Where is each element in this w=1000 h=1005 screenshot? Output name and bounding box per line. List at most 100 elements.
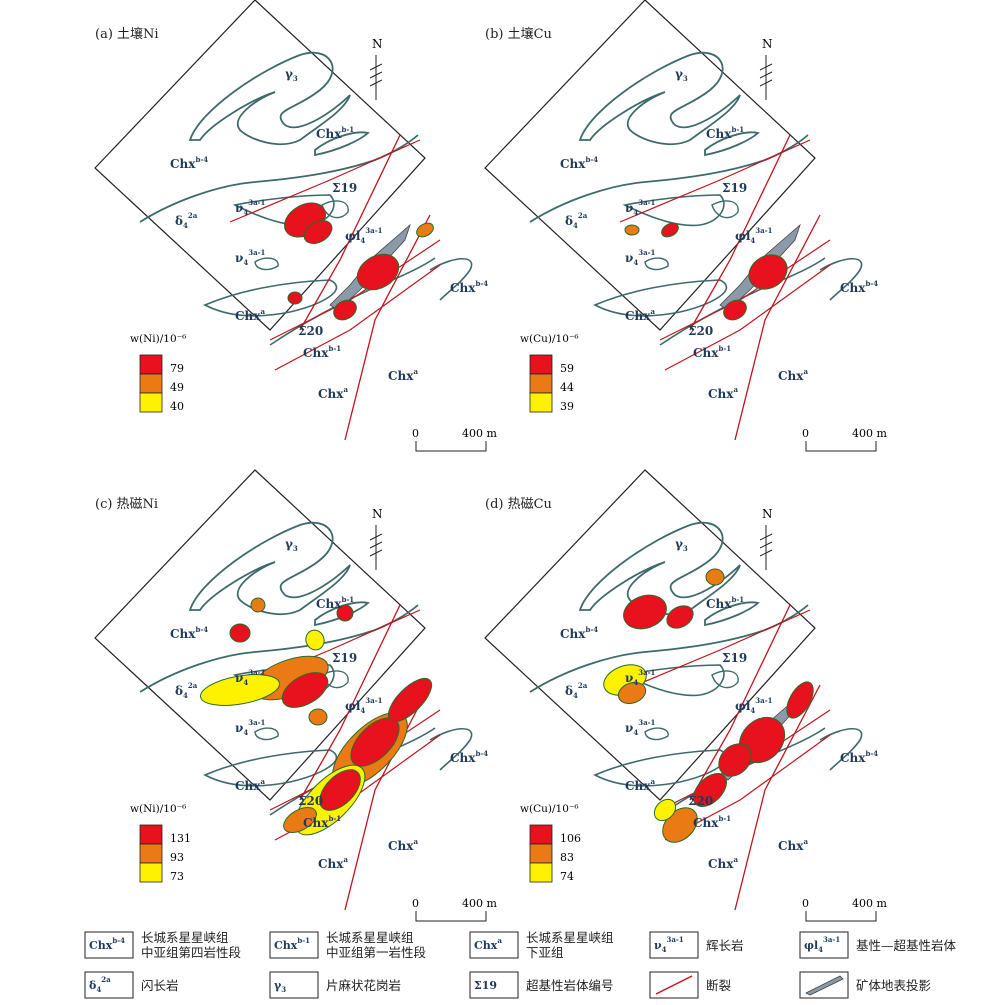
legend-title: w(Cu)/10⁻⁶	[520, 333, 579, 345]
label-chx-b1: Chxb-1	[706, 125, 744, 141]
label-delta: δ42a	[175, 681, 198, 700]
label-sigma20: Σ20	[298, 794, 323, 808]
key-box	[269, 931, 319, 959]
legend-swatch-low	[529, 392, 553, 413]
label-chx-a-left: Chxa	[235, 307, 265, 323]
anomaly-mid	[416, 222, 434, 238]
key-box	[84, 931, 134, 959]
scale-end: 400 m	[462, 427, 497, 440]
legend-swatch-mid	[139, 843, 163, 864]
key-label: 长城系星星峡组	[326, 930, 414, 945]
key-label: 闪长岩	[141, 978, 179, 993]
label-nu-lower: ν43a-1	[235, 248, 266, 267]
key-item-9: 断裂	[649, 971, 731, 999]
anomaly-high	[666, 605, 694, 629]
legend-swatch-low	[139, 862, 163, 883]
anomaly-high	[723, 299, 747, 321]
anomaly-high	[693, 773, 727, 807]
north-arrow: N	[369, 507, 383, 570]
concentration-legend: w(Ni)/10⁻⁶ 79 49 40	[130, 333, 186, 413]
label-chx-b4: Chxb-4	[560, 625, 598, 641]
anomaly-mid	[624, 224, 640, 236]
scale-end: 400 m	[852, 427, 887, 440]
legend-title: w(Ni)/10⁻⁶	[130, 803, 186, 815]
key-box	[649, 931, 699, 959]
key-label-2: 下亚组	[526, 945, 564, 960]
label-chx-a-left: Chxa	[235, 777, 265, 793]
label-chx-b1-lower: Chxb-1	[303, 814, 341, 830]
fault-symbol	[655, 975, 693, 995]
label-chx-a-right: Chxa	[778, 837, 808, 853]
key-item-8: Σ19 超基性岩体编号	[469, 971, 614, 999]
key-label: 矿体地表投影	[856, 978, 932, 993]
scale-end: 400 m	[462, 897, 497, 910]
key-symbol: δ42a	[89, 975, 111, 994]
label-chx-b4: Chxb-4	[170, 155, 208, 171]
legend-value: 59	[560, 362, 574, 375]
label-chx-b1-lower: Chxb-1	[693, 344, 731, 360]
legend-value: 93	[170, 851, 184, 864]
key-symbol: γ3	[274, 979, 286, 994]
concentration-legend: w(Ni)/10⁻⁶ 131 93 73	[130, 803, 191, 883]
label-delta: δ42a	[565, 681, 588, 700]
label-phi: φl43a-1	[345, 226, 383, 245]
scale-start: 0	[412, 427, 419, 440]
key-box	[84, 971, 134, 999]
key-symbol: ν43a-1	[654, 935, 684, 954]
key-box	[469, 931, 519, 959]
label-nu-lower: ν43a-1	[625, 248, 656, 267]
legend-swatch-high	[529, 824, 553, 845]
key-item-7: γ3 片麻状花岗岩	[269, 971, 401, 999]
legend-swatch-high	[139, 824, 163, 845]
legend-value: 83	[560, 851, 574, 864]
anomaly-high	[661, 222, 679, 238]
label-chx-b1-lower: Chxb-1	[303, 344, 341, 360]
anomaly-mid	[250, 597, 266, 613]
key-label: 长城系星星峡组	[141, 930, 229, 945]
label-chx-b1-lower: Chxb-1	[693, 814, 731, 830]
key-symbol: Chxa	[474, 936, 502, 952]
map-panel-3: (c) 热磁Ni Nγ3 Chxb-1 Chxb-4 Σ19 δ42a ν43a-1 ν43a…	[94, 469, 497, 922]
label-chx-a-bottom: Chxa	[318, 385, 348, 401]
map-panel-2: (b) 土壤Cu Nγ3 Chxb-1 Chxb-4 Σ19 δ42a ν43a-1 ν43a…	[484, 0, 887, 452]
label-chx-a-bottom: Chxa	[708, 385, 738, 401]
key-symbol: Chxb-4	[89, 936, 125, 952]
key-symbol: Chxb-1	[274, 936, 310, 952]
label-chx-b4: Chxb-4	[170, 625, 208, 641]
north-label: N	[762, 37, 773, 51]
anomaly-mid	[308, 708, 328, 726]
north-arrow: N	[369, 37, 383, 100]
anomaly-contours	[603, 568, 814, 843]
anomaly-high	[718, 743, 752, 777]
concentration-legend: w(Cu)/10⁻⁶ 106 83 74	[520, 803, 581, 883]
legend-value: 79	[170, 362, 184, 375]
scale-bar: 0 400 m	[412, 897, 497, 922]
key-symbol: φl43a-1	[804, 935, 840, 954]
key-item-10: 矿体地表投影	[799, 971, 932, 999]
legend-value: 44	[560, 381, 574, 394]
north-arrow: N	[759, 37, 773, 100]
anomaly-high	[623, 594, 667, 630]
label-chx-b4-right: Chxb-4	[450, 749, 488, 765]
anomaly-high	[356, 253, 400, 291]
label-delta: δ42a	[175, 211, 198, 230]
legend-swatch-low	[529, 862, 553, 883]
key-symbol: Σ19	[474, 979, 497, 992]
label-chx-b1: Chxb-1	[316, 125, 354, 141]
label-chx-a-right: Chxa	[778, 367, 808, 383]
legend-swatch-high	[139, 354, 163, 375]
label-nu-lower: ν43a-1	[625, 718, 656, 737]
anomaly-high	[287, 291, 303, 305]
key-item-6: δ42a 闪长岩	[84, 971, 179, 999]
key-label: 基性—超基性岩体	[856, 938, 957, 953]
label-sigma20: Σ20	[688, 324, 713, 338]
key-box	[799, 931, 849, 959]
legend-swatch-mid	[529, 843, 553, 864]
label-chx-b4-right: Chxb-4	[840, 749, 878, 765]
legend-swatch-mid	[139, 373, 163, 394]
legend-title: w(Cu)/10⁻⁶	[520, 803, 579, 815]
